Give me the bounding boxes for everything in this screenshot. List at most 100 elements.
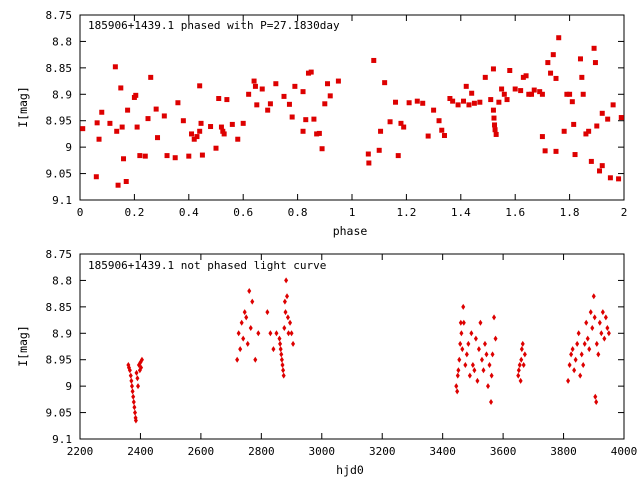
phased-data-point <box>542 148 548 154</box>
phased-data-point <box>499 86 505 92</box>
unphased-data-point <box>591 293 596 300</box>
unphased-x-tick-label: 2800 <box>248 445 275 458</box>
unphased-data-point <box>281 367 286 374</box>
unphased-data-point <box>285 314 290 321</box>
unphased-data-point <box>131 399 136 405</box>
unphased-data-point <box>280 362 285 368</box>
unphased-data-point <box>463 362 468 368</box>
phased-data-point <box>592 60 598 66</box>
phased-data-point <box>322 101 328 107</box>
unphased-data-point <box>126 364 131 371</box>
phased-data-point <box>99 109 105 115</box>
phased-data-point <box>289 114 295 120</box>
phased-data-point <box>335 78 341 84</box>
unphased-data-point <box>128 372 133 379</box>
phased-data-point <box>153 106 159 112</box>
phased-data-point <box>300 128 306 134</box>
phased-data-point <box>145 116 151 122</box>
unphased-data-point <box>470 362 475 368</box>
phased-y-tick-label: 9.1 <box>52 194 72 207</box>
phased-data-point <box>133 92 139 98</box>
unphased-x-tick-label: 3800 <box>550 445 577 458</box>
phased-data-point <box>450 98 456 104</box>
phased-data-point <box>197 83 203 89</box>
unphased-data-point <box>460 346 465 353</box>
unphased-data-point <box>596 351 601 358</box>
unphased-x-tick-label: 2200 <box>67 445 94 458</box>
phased-data-point <box>439 127 445 133</box>
unphased-data-point <box>247 288 252 294</box>
phased-x-axis-label: phase <box>333 224 368 238</box>
phased-data-point <box>461 98 467 104</box>
phased-data-point <box>186 153 192 159</box>
phased-data-point <box>123 179 129 184</box>
unphased-data-point <box>597 319 602 326</box>
unphased-data-point <box>482 340 487 347</box>
unphased-data-point <box>461 303 466 310</box>
unphased-data-point <box>486 383 490 390</box>
phased-data-point <box>610 102 616 108</box>
unphased-y-tick-label: 9 <box>65 380 72 393</box>
unphased-data-point <box>458 340 463 347</box>
phased-data-point <box>114 128 120 134</box>
unphased-data-point <box>129 383 134 390</box>
unphased-x-tick-label: 3000 <box>309 445 336 458</box>
phased-y-tick-label: 8.75 <box>46 9 73 22</box>
phased-data-point <box>526 91 532 97</box>
unphased-data-point <box>277 335 282 342</box>
phased-data-point <box>548 70 554 76</box>
unphased-data-point <box>457 356 462 363</box>
unphased-data-point <box>236 330 241 337</box>
phased-data-point <box>148 74 154 80</box>
phased-data-point <box>564 91 570 97</box>
phased-data-point <box>539 91 545 97</box>
phased-x-tick-label: 1.2 <box>396 206 416 219</box>
phased-data-point <box>512 86 518 92</box>
phased-data-point <box>447 96 453 102</box>
unphased-data-point <box>519 356 524 363</box>
phased-data-point <box>482 74 488 80</box>
unphased-data-point <box>139 356 144 363</box>
unphased-data-point <box>518 377 523 384</box>
phased-data-point <box>471 100 477 106</box>
unphased-data-point <box>472 367 477 374</box>
phased-data-point <box>224 97 230 103</box>
unphased-data-point <box>489 399 494 405</box>
phased-x-tick-label: 1.4 <box>451 206 471 219</box>
unphased-x-axis-label: hjd0 <box>336 463 364 477</box>
phased-x-tick-label: 1 <box>349 206 356 219</box>
phased-data-point <box>594 123 600 129</box>
unphased-data-point <box>476 346 481 353</box>
unphased-x-tick-label: 3400 <box>429 445 456 458</box>
phased-data-point <box>125 107 131 113</box>
unphased-data-point <box>520 340 525 347</box>
unphased-data-point <box>599 330 604 337</box>
unphased-data-point <box>517 362 522 368</box>
phased-data-point <box>259 86 265 92</box>
unphased-data-point <box>481 367 486 374</box>
phased-data-point <box>586 128 592 134</box>
phased-x-tick-label: 0.2 <box>124 206 144 219</box>
phased-data-point <box>311 116 317 122</box>
unphased-data-point <box>282 298 287 305</box>
phased-data-point <box>137 153 143 159</box>
unphased-data-point <box>579 351 584 358</box>
phased-data-point <box>229 121 235 127</box>
phased-data-point <box>175 100 181 106</box>
phased-data-point <box>213 145 219 151</box>
unphased-data-point <box>570 346 575 353</box>
phased-data-point <box>305 70 311 76</box>
unphased-data-point <box>492 314 497 321</box>
unphased-data-point <box>281 372 286 379</box>
phased-data-point <box>395 153 401 159</box>
phased-data-point <box>161 113 167 119</box>
phased-data-point <box>588 158 594 164</box>
unphased-data-point <box>575 340 580 347</box>
phased-data-point <box>303 117 309 123</box>
phased-data-point <box>325 81 331 87</box>
phased-data-point <box>493 131 499 137</box>
phased-x-tick-label: 0.4 <box>179 206 199 219</box>
phased-x-tick-label: 0.6 <box>233 206 253 219</box>
phased-data-point <box>577 56 583 62</box>
unphased-data-point <box>454 383 459 390</box>
